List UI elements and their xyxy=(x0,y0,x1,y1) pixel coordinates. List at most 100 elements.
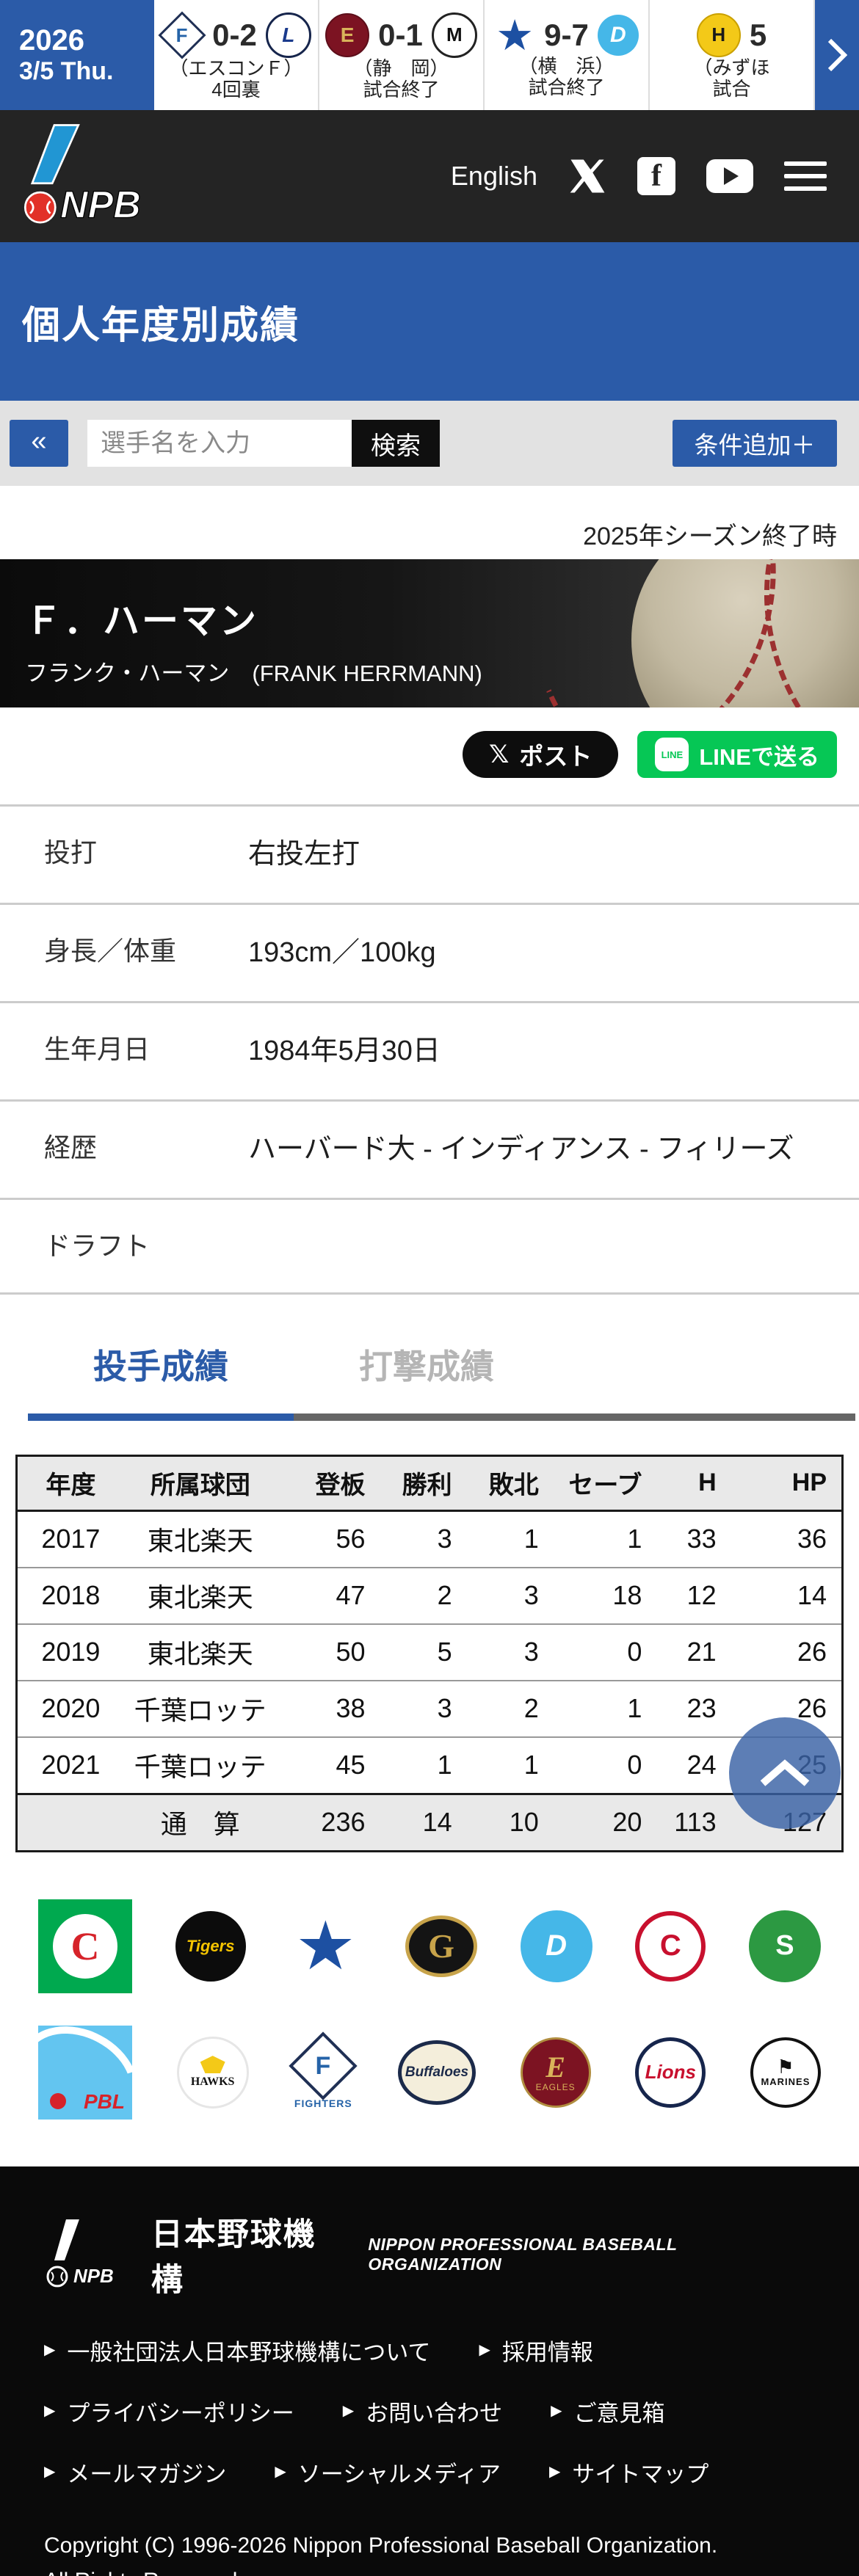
x-post-button[interactable]: 𝕏 ポスト xyxy=(462,731,619,778)
col-wins: 勝利 xyxy=(380,1455,467,1512)
share-row: 𝕏 ポスト LINE LINEで送る xyxy=(0,731,859,778)
copyright-line2: All Rights Reserved. xyxy=(44,2564,815,2576)
scoreboard-next-button[interactable] xyxy=(815,0,859,110)
footer-link-feedback[interactable]: ▶ ご意見箱 xyxy=(551,2400,665,2426)
scoreboard-day: 3/5 Thu. xyxy=(19,57,114,85)
yakult-swallows-logo[interactable]: S xyxy=(748,1910,821,1982)
seibu-lions-logo[interactable]: Lions xyxy=(635,2037,706,2108)
yomiuri-giants-logo[interactable]: G xyxy=(405,1915,477,1977)
stats-total-row: 通 算 236 14 10 20 113 127 xyxy=(16,1792,843,1852)
game-hawks[interactable]: H 5 （みずほ 試合 xyxy=(650,0,815,110)
game-fighters-lions[interactable]: F 0-2 L （エスコンＦ） 4回裏 xyxy=(154,0,319,110)
game-score: 9-7 xyxy=(544,17,589,52)
search-button[interactable]: 検索 xyxy=(352,420,440,467)
back-button[interactable]: « xyxy=(10,420,68,467)
x-twitter-icon[interactable] xyxy=(568,157,606,195)
tab-pitching-stats[interactable]: 投手成績 xyxy=(93,1347,228,1386)
english-link[interactable]: English xyxy=(450,161,537,191)
col-team: 所属球団 xyxy=(123,1455,277,1512)
line-share-label: LINEで送る xyxy=(699,743,819,770)
game-venue: （みずほ xyxy=(693,56,770,79)
central-league-logo[interactable]: C xyxy=(38,1899,132,1993)
link-arrow-icon: ▶ xyxy=(551,2403,562,2420)
hanshin-tigers-logo[interactable]: Tigers xyxy=(175,1910,246,1982)
scoreboard-date: 2026 3/5 Thu. xyxy=(0,0,154,110)
footer-link-about[interactable]: ▶ 一般社団法人日本野球機構について xyxy=(44,2339,431,2365)
softbank-hawks-logo[interactable]: HAWKS xyxy=(176,2036,249,2109)
chunichi-dragons-logo[interactable]: D xyxy=(520,1910,592,1982)
player-banner: Ｆ．ハーマン フランク・ハーマン (FRANK HERRMANN) xyxy=(0,559,859,707)
footer-link-sitemap[interactable]: ▶ サイトマップ xyxy=(549,2461,709,2487)
page-title: 個人年度別成績 xyxy=(22,304,300,347)
profile-row-throws-bats: 投打 右投左打 xyxy=(0,804,859,903)
link-arrow-icon: ▶ xyxy=(479,2342,490,2359)
x-post-label: ポスト xyxy=(519,743,592,770)
youtube-icon[interactable] xyxy=(706,159,753,193)
profile-row-birthdate: 生年月日 1984年5月30日 xyxy=(0,1000,859,1099)
hiroshima-carp-logo[interactable]: C xyxy=(635,1910,706,1982)
pacific-league-row: PBL HAWKS F FIGHTERS Buffaloes E EAGLES … xyxy=(38,2025,821,2120)
orix-buffaloes-logo[interactable]: Buffaloes xyxy=(397,2040,476,2105)
svg-text:NPB: NPB xyxy=(60,183,141,226)
double-chevron-left-icon: « xyxy=(31,426,47,456)
team-logos-section: C Tigers ★ G D C S PBL HAWKS F FIGHTERS … xyxy=(0,1852,859,2166)
fighters-diamond-icon: F xyxy=(289,2031,358,2100)
pitching-stats-table: 年度 所属球団 登板 勝利 敗北 セーブ H HP 2017 東北楽天 56 3… xyxy=(15,1454,844,1852)
menu-hamburger-icon[interactable] xyxy=(784,161,827,191)
col-losses: 敗北 xyxy=(466,1455,554,1512)
season-note: 2025年シーズン終了時 xyxy=(583,523,837,550)
footer-link-mailmagazine[interactable]: ▶ メールマガジン xyxy=(44,2461,227,2487)
game-score: 0-2 xyxy=(212,17,257,52)
footer-link-socialmedia[interactable]: ▶ ソーシャルメディア xyxy=(275,2461,501,2487)
chevron-up-icon xyxy=(760,1759,810,1786)
tab-underline-active xyxy=(28,1413,294,1421)
nipponham-fighters-logo[interactable]: F FIGHTERS xyxy=(289,2031,358,2109)
marines-logo-icon: M xyxy=(431,12,477,58)
link-arrow-icon: ▶ xyxy=(44,2403,56,2420)
crossed-flags-icon: ⚑ xyxy=(777,2056,794,2078)
svg-text:NPB: NPB xyxy=(73,2266,114,2287)
footer-link-recruit[interactable]: ▶ 採用情報 xyxy=(479,2339,593,2365)
facebook-icon[interactable]: f xyxy=(637,157,675,195)
profile-row-career: 経歴 ハーバード大 - インディアンス - フィリーズ xyxy=(0,1099,859,1198)
stats-header-row: 年度 所属球団 登板 勝利 敗北 セーブ H HP xyxy=(16,1455,843,1512)
game-venue: （エスコンＦ） xyxy=(169,57,303,79)
dragons-logo-icon: D xyxy=(597,14,639,56)
search-bar: « 検索 条件追加＋ xyxy=(0,401,859,486)
scroll-to-top-button[interactable] xyxy=(729,1717,841,1829)
scoreboard-strip: 2026 3/5 Thu. F 0-2 L （エスコンＦ） 4回裏 E 0-1 … xyxy=(0,0,859,110)
link-arrow-icon: ▶ xyxy=(549,2464,561,2481)
add-condition-button[interactable]: 条件追加＋ xyxy=(673,420,837,467)
game-venue: （横 浜） xyxy=(518,54,615,77)
footer-link-contact[interactable]: ▶ お問い合わせ xyxy=(342,2400,503,2426)
game-eagles-marines[interactable]: E 0-1 M （静 岡） 試合終了 xyxy=(319,0,485,110)
game-baystars-dragons[interactable]: ★ 9-7 D （横 浜） 試合終了 xyxy=(485,0,650,110)
npb-logo[interactable]: NPB xyxy=(16,121,167,231)
lions-logo-icon: L xyxy=(265,12,311,58)
stats-row-2019: 2019 東北楽天 50 5 3 0 21 26 xyxy=(16,1623,843,1681)
yokohama-baystars-logo[interactable]: ★ xyxy=(295,1908,356,1984)
hawks-logo-icon: H xyxy=(696,12,741,57)
line-share-button[interactable]: LINE LINEで送る xyxy=(637,731,837,778)
col-saves: セーブ xyxy=(553,1455,657,1512)
footer-link-privacy[interactable]: ▶ プライバシーポリシー xyxy=(44,2400,294,2426)
game-status: 試合終了 xyxy=(528,76,605,98)
baseball-image xyxy=(631,559,859,707)
chiba-lotte-marines-logo[interactable]: ⚑ MARINES xyxy=(750,2037,821,2108)
rakuten-eagles-logo[interactable]: E EAGLES xyxy=(520,2037,591,2108)
site-footer: NPB 日本野球機構 NIPPON PROFESSIONAL BASEBALL … xyxy=(0,2166,859,2576)
footer-org-name-jp: 日本野球機構 xyxy=(151,2216,316,2298)
game-score: 5 xyxy=(749,17,767,52)
player-name-input[interactable] xyxy=(87,420,352,467)
stats-row-2017: 2017 東北楽天 56 3 1 1 33 36 xyxy=(16,1510,843,1568)
game-venue: （静 岡） xyxy=(353,57,449,79)
baystars-logo-icon: ★ xyxy=(496,11,534,59)
stats-row-2020: 2020 千葉ロッテ 38 3 2 1 23 26 xyxy=(16,1679,843,1737)
scoreboard-games: F 0-2 L （エスコンＦ） 4回裏 E 0-1 M （静 岡） 試合終了 ★ xyxy=(154,0,815,110)
pacific-league-logo[interactable]: PBL xyxy=(38,2025,132,2120)
tab-batting-stats[interactable]: 打撃成績 xyxy=(359,1347,494,1386)
player-name-romaji: フランク・ハーマン (FRANK HERRMANN) xyxy=(25,661,482,686)
line-icon: LINE xyxy=(655,738,689,771)
col-hold-points: HP xyxy=(731,1455,843,1512)
link-arrow-icon: ▶ xyxy=(275,2464,286,2481)
